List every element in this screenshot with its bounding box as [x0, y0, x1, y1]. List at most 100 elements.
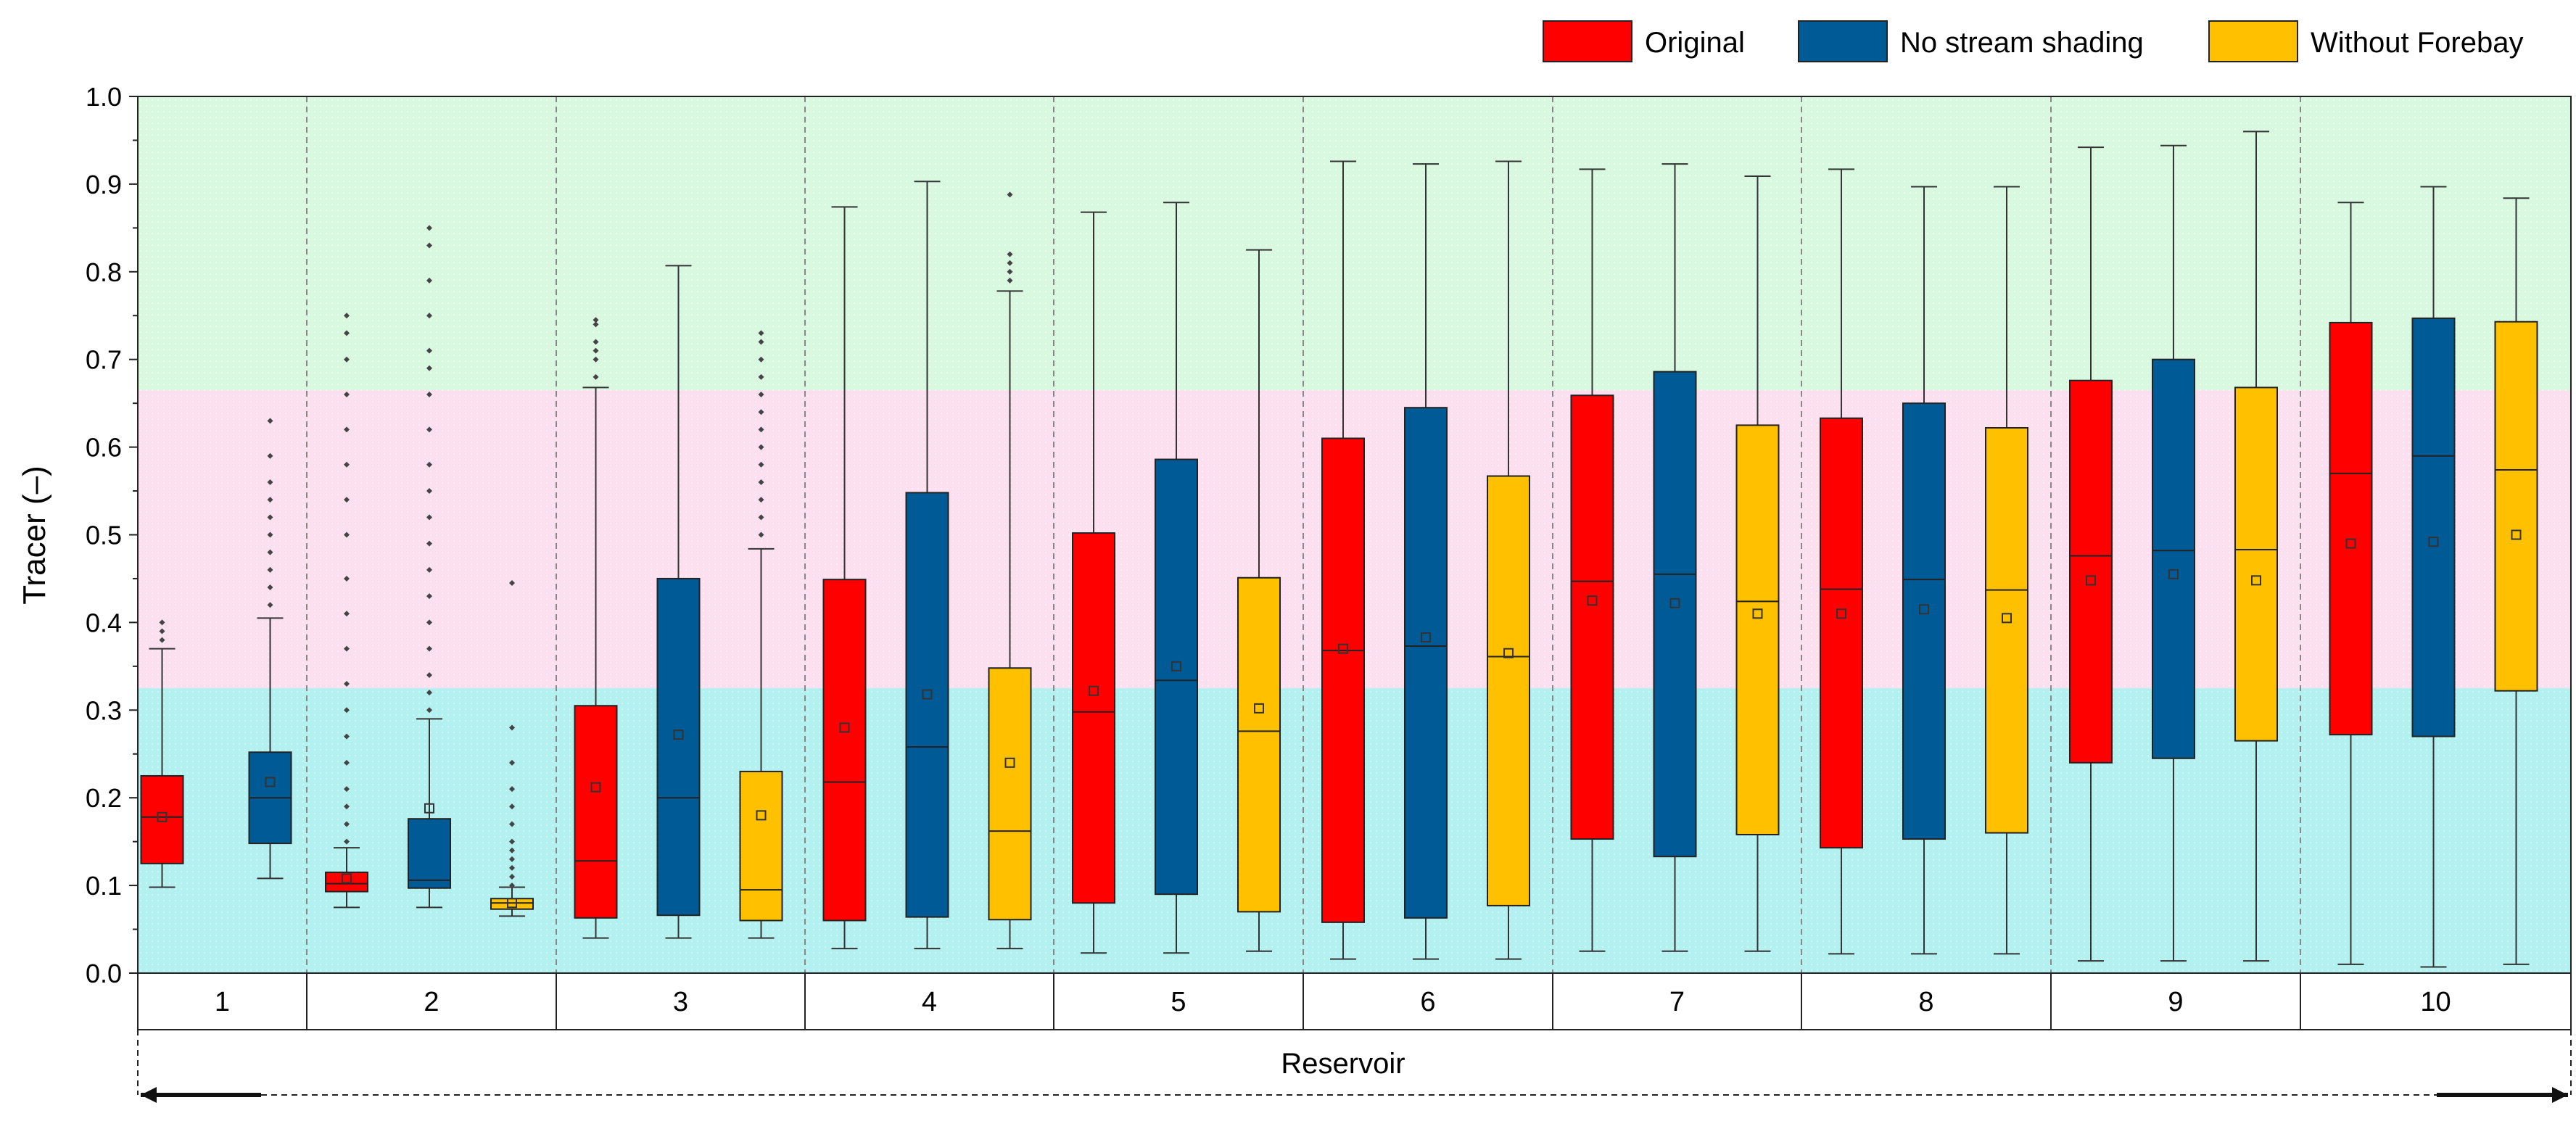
- outlier-point: [426, 707, 432, 714]
- mean-marker: [424, 803, 434, 814]
- outlier-point: [344, 497, 350, 503]
- outlier-point: [758, 373, 764, 380]
- box-5-without-forebay: [1237, 249, 1281, 952]
- box-10-original: [2329, 202, 2373, 965]
- outlier-point: [1007, 251, 1013, 257]
- category-label-4: 4: [922, 987, 937, 1017]
- outlier-point: [426, 277, 432, 284]
- mean-marker: [1004, 757, 1015, 768]
- mean-marker: [342, 873, 352, 884]
- x-axis-title: Reservoir: [1281, 1048, 1405, 1080]
- outlier-point: [426, 645, 432, 652]
- category-label-6: 6: [1420, 987, 1435, 1017]
- outlier-point: [509, 724, 515, 731]
- box-body: [1072, 532, 1115, 904]
- outlier-point: [593, 356, 599, 363]
- outlier-point: [426, 461, 432, 468]
- outlier-point: [344, 356, 350, 363]
- outlier-point: [344, 313, 350, 319]
- outlier-point: [344, 645, 350, 652]
- outlier-point: [758, 356, 764, 363]
- mean-marker: [1503, 648, 1514, 658]
- box-body: [905, 492, 949, 918]
- mean-marker: [1669, 598, 1680, 608]
- outlier-point: [426, 392, 432, 398]
- outlier-point: [509, 759, 515, 766]
- outlier-point: [159, 637, 165, 643]
- mean-marker: [2345, 538, 2356, 549]
- y-tick-label: 0.0: [86, 959, 122, 988]
- box-3-original: [574, 317, 618, 939]
- outlier-point: [426, 540, 432, 547]
- y-tick-label: 0.4: [86, 608, 122, 637]
- outlier-point: [509, 838, 515, 845]
- category-label-7: 7: [1669, 987, 1685, 1017]
- box-body: [2152, 358, 2195, 759]
- category-label-1: 1: [215, 987, 230, 1017]
- outlier-point: [593, 339, 599, 345]
- box-4-without-forebay: [988, 191, 1032, 950]
- outlier-point: [509, 821, 515, 827]
- legend-label-no-stream-shading: No stream shading: [1900, 27, 2144, 59]
- outlier-point: [758, 444, 764, 450]
- outlier-point: [426, 242, 432, 249]
- category-label-5: 5: [1171, 987, 1186, 1017]
- mean-marker: [590, 782, 601, 793]
- mean-marker: [2168, 568, 2179, 579]
- outlier-point: [344, 803, 350, 810]
- mean-marker: [1171, 661, 1181, 671]
- outlier-point: [344, 461, 350, 468]
- box-body: [1902, 402, 1946, 840]
- arrow-left-head: [141, 1087, 157, 1103]
- box-body: [2069, 379, 2113, 764]
- mean-marker: [1587, 595, 1598, 606]
- box-7-without-forebay: [1735, 175, 1780, 952]
- box-body: [1237, 576, 1281, 913]
- box-body: [1155, 458, 1198, 896]
- box-9-no-stream-shading: [2152, 144, 2195, 962]
- y-tick-label: 0.5: [86, 521, 122, 550]
- box-body: [739, 770, 783, 922]
- mean-marker: [1338, 643, 1348, 654]
- mean-marker: [157, 811, 168, 822]
- box-body: [574, 705, 618, 919]
- mean-marker: [1089, 685, 1099, 696]
- outlier-point: [758, 497, 764, 503]
- box-6-without-forebay: [1487, 160, 1530, 960]
- box-body: [1985, 427, 2028, 834]
- outlier-point: [344, 575, 350, 582]
- box-3-without-forebay: [739, 330, 783, 939]
- box-2-original: [325, 313, 368, 909]
- y-tick-label: 0.7: [86, 345, 122, 375]
- outlier-point: [344, 532, 350, 538]
- box-7-original: [1570, 168, 1614, 952]
- box-1-original: [140, 619, 184, 888]
- outlier-point: [267, 566, 273, 573]
- outlier-point: [593, 317, 599, 323]
- mean-marker: [2086, 575, 2096, 586]
- outlier-point: [509, 856, 515, 862]
- box-body: [822, 579, 867, 922]
- category-label-8: 8: [1918, 987, 1933, 1017]
- outlier-point: [426, 593, 432, 600]
- outlier-point: [426, 225, 432, 231]
- y-tick-label: 0.1: [86, 871, 122, 901]
- mean-marker: [1254, 703, 1264, 714]
- outlier-point: [426, 488, 432, 495]
- band-2: [138, 96, 2571, 391]
- mean-marker: [673, 729, 684, 740]
- box-8-without-forebay: [1985, 186, 2028, 955]
- outlier-point: [758, 461, 764, 468]
- box-body: [1487, 475, 1530, 906]
- mean-marker: [265, 777, 276, 787]
- box-body: [1570, 394, 1614, 840]
- category-label-3: 3: [673, 987, 688, 1017]
- outlier-point: [344, 821, 350, 827]
- box-3-no-stream-shading: [656, 265, 701, 939]
- outlier-point: [1007, 260, 1013, 266]
- box-5-no-stream-shading: [1155, 202, 1198, 954]
- box-8-original: [1820, 168, 1863, 955]
- box-body: [1404, 407, 1448, 919]
- box-series: [140, 131, 2538, 968]
